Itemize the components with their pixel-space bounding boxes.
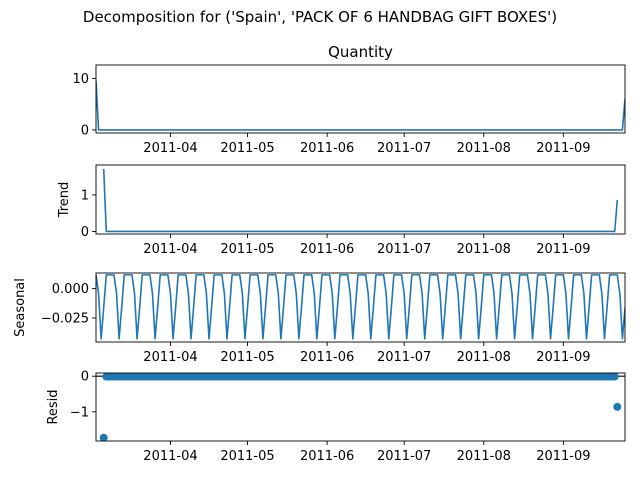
resid-panel: 0 −1 2011-04 2011-05 2011-06 2011-07 2011-08 20…	[46, 370, 626, 464]
trend-xtick-label: 2011-09	[536, 242, 590, 257]
seasonal-frame	[95, 272, 626, 343]
observed-xtick-label: 2011-06	[300, 141, 354, 156]
observed-xtick-label: 2011-07	[377, 141, 431, 156]
trend-plot-area	[102, 168, 619, 233]
observed-frame	[95, 64, 626, 134]
resid-xtick-label: 2011-05	[220, 449, 274, 464]
seasonal-ytick-label: −0.025	[41, 311, 89, 326]
observed-ytick-label: 0	[81, 123, 89, 138]
resid-point-outlier	[613, 402, 622, 411]
trend-xtick-label: 2011-06	[300, 242, 354, 257]
observed-xtick-label: 2011-08	[457, 141, 511, 156]
seasonal-xtick-label: 2011-04	[143, 350, 197, 365]
trend-panel: 0 1 2011-04 2011-05 2011-06 2011-07 2011-08 201…	[57, 164, 626, 257]
resid-xtick-label: 2011-08	[457, 449, 511, 464]
resid-xtick-label: 2011-09	[536, 449, 590, 464]
resid-point	[610, 373, 619, 381]
resid-xtick-label: 2011-07	[377, 449, 431, 464]
resid-xtick-label: 2011-04	[143, 449, 197, 464]
seasonal-xtick-label: 2011-05	[220, 350, 274, 365]
resid-point-outlier	[99, 433, 108, 441]
seasonal-ylabel: Seasonal	[13, 278, 28, 337]
seasonal-xtick-label: 2011-09	[536, 350, 590, 365]
observed-title: Quantity	[328, 43, 393, 61]
resid-ytick-label: 0	[81, 370, 89, 385]
observed-plot-area	[96, 80, 625, 131]
trend-series-line	[102, 168, 619, 233]
seasonal-plot-area	[96, 274, 625, 340]
seasonal-xtick-label: 2011-08	[457, 350, 511, 365]
seasonal-xtick-label: 2011-06	[300, 350, 354, 365]
seasonal-panel: 0.000 −0.025 2011-04 2011-05 2011-06 2011-07 2…	[13, 272, 626, 365]
trend-xtick-label: 2011-08	[457, 242, 511, 257]
observed-xtick-label: 2011-04	[143, 141, 197, 156]
resid-ytick-label: −1	[70, 405, 89, 420]
trend-ylabel: Trend	[57, 182, 72, 219]
trend-frame	[95, 164, 626, 235]
seasonal-series-line	[96, 274, 625, 340]
figure-suptitle: Decomposition for ('Spain', 'PACK OF 6 H…	[83, 8, 557, 26]
trend-xtick-label: 2011-05	[220, 242, 274, 257]
observed-xtick-label: 2011-09	[536, 141, 590, 156]
resid-xtick-label: 2011-06	[300, 449, 354, 464]
resid-plot-area	[96, 373, 625, 441]
seasonal-xtick-label: 2011-07	[377, 350, 431, 365]
observed-series-line	[96, 80, 625, 131]
observed-ytick-label: 10	[72, 72, 89, 87]
trend-ytick-label: 0	[81, 225, 89, 240]
observed-xtick-label: 2011-05	[220, 141, 274, 156]
trend-xtick-label: 2011-07	[377, 242, 431, 257]
observed-panel: 0 10 2011-04 2011-05 2011-06 2011-07 2011-08 20…	[72, 43, 626, 156]
trend-ytick-label: 1	[81, 188, 89, 203]
trend-xtick-label: 2011-04	[143, 242, 197, 257]
resid-frame	[95, 372, 626, 442]
seasonal-ytick-label: 0.000	[52, 282, 89, 297]
resid-ylabel: Resid	[46, 389, 61, 424]
